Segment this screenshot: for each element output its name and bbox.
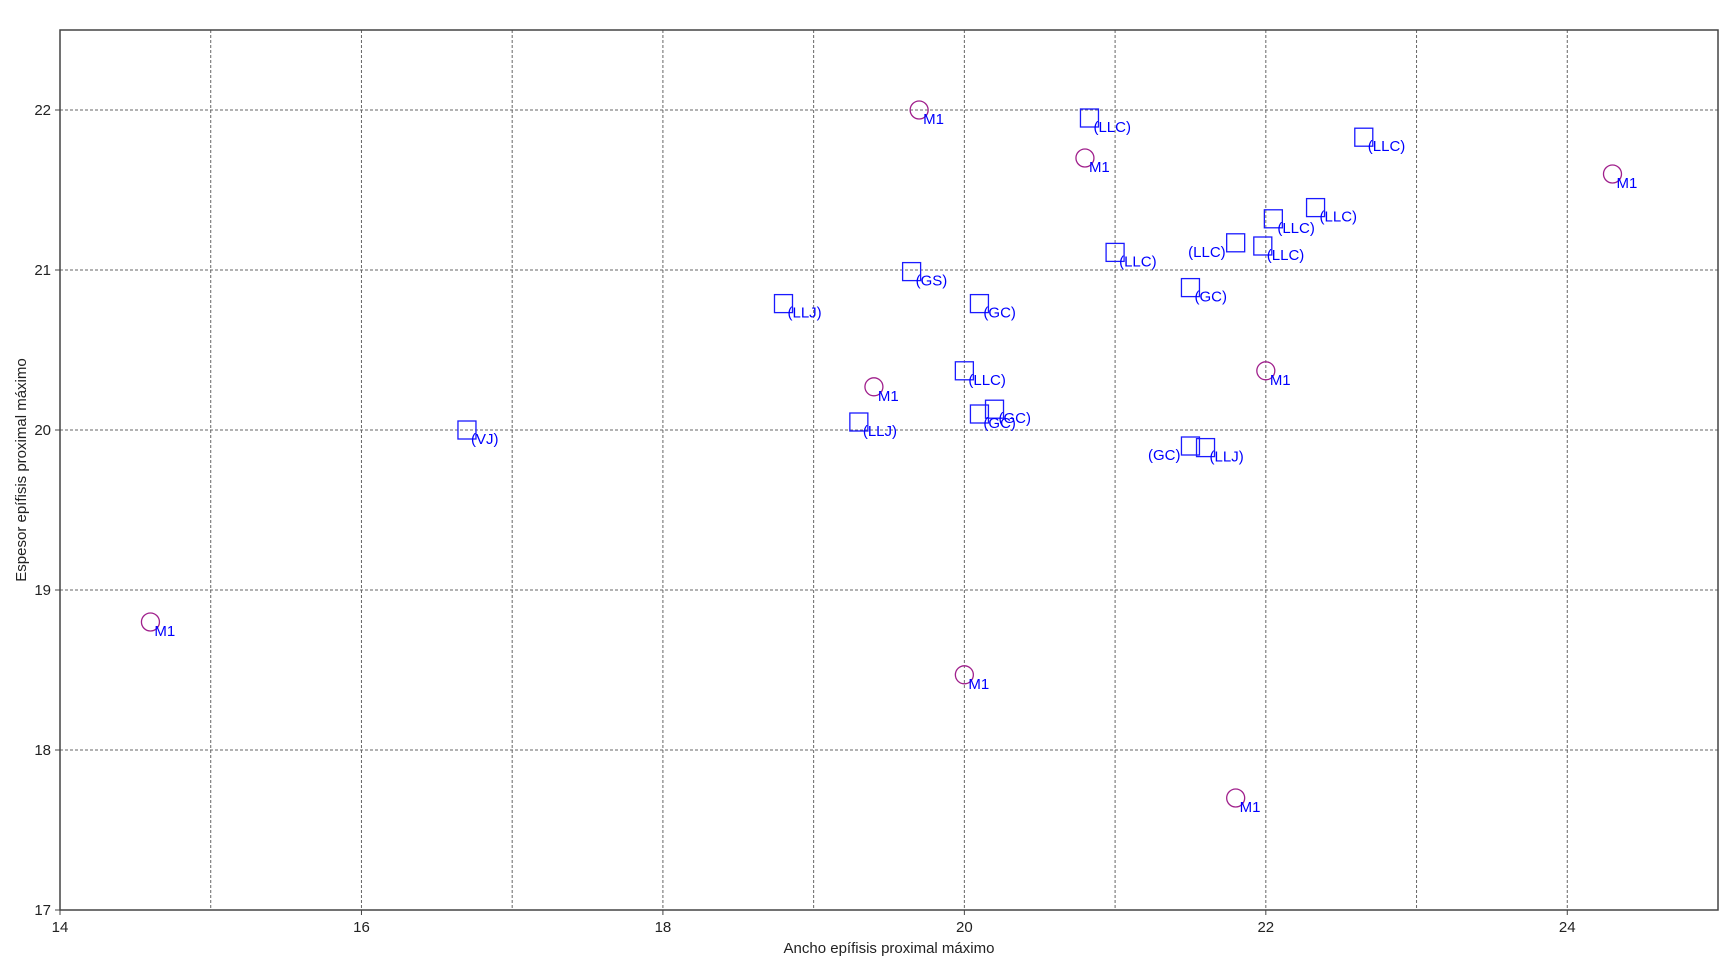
point-label: (LLC) xyxy=(968,372,1006,389)
x-tick-label: 18 xyxy=(655,919,672,936)
square-marker xyxy=(969,404,990,424)
point-label: M1 xyxy=(1270,372,1291,389)
point-label: (GC) xyxy=(1148,447,1181,464)
point-label: (LLC) xyxy=(1267,247,1305,264)
point-label: (LLJ) xyxy=(787,305,821,322)
square-marker xyxy=(1263,209,1284,229)
circle-marker xyxy=(1226,788,1246,808)
axis-ticks: 14 16 18 20 22 24 17 18 19 20 21 22 xyxy=(34,102,1575,936)
point-label: M1 xyxy=(1616,175,1637,192)
point-label: (LLC) xyxy=(1188,244,1226,261)
square-marker xyxy=(984,399,1005,419)
x-tick-label: 16 xyxy=(353,919,370,936)
plot-frame xyxy=(59,29,1719,911)
square-marker xyxy=(901,261,922,282)
point-label: M1 xyxy=(878,388,899,405)
square-marker xyxy=(1180,436,1201,456)
point-label: (GC) xyxy=(1194,289,1227,306)
grid-lines xyxy=(60,30,1718,910)
circle-marker xyxy=(864,377,884,397)
square-marker xyxy=(1195,437,1216,458)
square-marker xyxy=(457,420,477,440)
point-label: (VJ) xyxy=(471,431,499,448)
circle-marker xyxy=(1075,148,1095,168)
point-label: (GC) xyxy=(983,415,1016,432)
point-label: (LLJ) xyxy=(1210,449,1244,466)
square-marker xyxy=(1180,277,1201,298)
circle-marker xyxy=(140,612,161,632)
y-tick-label: 20 xyxy=(34,422,51,439)
point-label: (LLC) xyxy=(1119,253,1157,270)
point-label: M1 xyxy=(154,623,175,640)
square-marker xyxy=(773,293,794,314)
x-tick-label: 14 xyxy=(52,919,69,936)
y-tick-label: 21 xyxy=(34,262,51,279)
square-marker xyxy=(969,293,990,314)
y-tick-label: 17 xyxy=(34,902,51,919)
x-axis-title: Ancho epífisis proximal máximo xyxy=(784,940,995,957)
point-label: M1 xyxy=(1240,799,1261,816)
point-label: (LLC) xyxy=(1320,209,1358,226)
square-marker xyxy=(954,361,975,381)
circle-marker xyxy=(909,100,929,120)
point-label: (GC) xyxy=(999,410,1031,427)
point-label: M1 xyxy=(968,676,989,693)
y-tick-label: 22 xyxy=(34,102,51,119)
point-label: (GS) xyxy=(916,273,948,290)
square-marker xyxy=(1079,108,1100,128)
circle-marker xyxy=(1602,164,1623,184)
point-label: (LLC) xyxy=(1277,220,1315,237)
x-tick-label: 20 xyxy=(956,919,973,936)
point-label: (LLJ) xyxy=(863,423,897,440)
y-axis-title: Espesor epífisis proximal máximo xyxy=(13,358,30,581)
square-marker xyxy=(1105,242,1125,263)
point-label: (GC) xyxy=(983,305,1016,322)
point-label: (LLC) xyxy=(1368,138,1406,155)
square-marker xyxy=(1253,236,1273,256)
square-marker xyxy=(1354,127,1374,147)
point-label: M1 xyxy=(1089,159,1110,176)
data-points: M1 M1 M1 M1 M1 M1 M1 M1 (VJ) (LLJ) (LLJ) (GS) (LLC) (… xyxy=(140,100,1637,816)
square-marker xyxy=(1226,233,1246,253)
square-marker xyxy=(849,412,869,432)
circle-marker xyxy=(954,665,975,685)
circle-marker xyxy=(1256,361,1276,381)
point-label: M1 xyxy=(923,111,944,128)
y-tick-label: 19 xyxy=(34,582,51,599)
x-tick-label: 24 xyxy=(1559,919,1576,936)
y-tick-label: 18 xyxy=(34,742,51,759)
point-label: (LLC) xyxy=(1093,119,1131,136)
x-tick-label: 22 xyxy=(1257,919,1274,936)
square-marker xyxy=(1305,197,1326,218)
